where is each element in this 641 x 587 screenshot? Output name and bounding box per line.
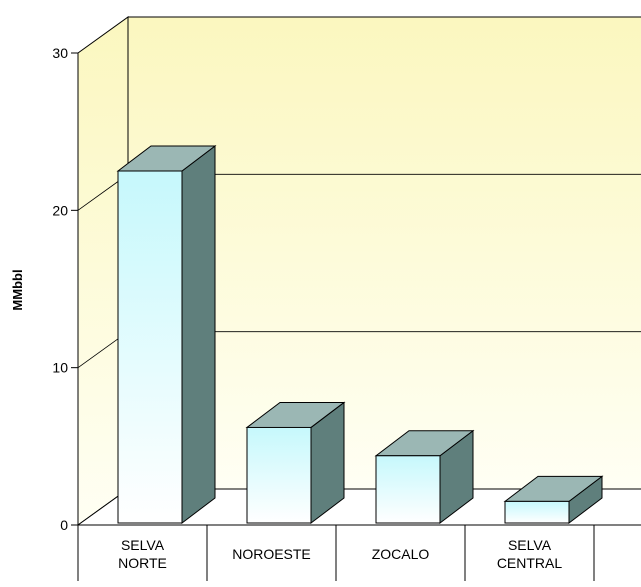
x-tick-label: SELVA NORTE	[118, 537, 167, 571]
y-tick-label: 30	[52, 45, 68, 61]
bar-front	[504, 500, 570, 524]
y-tick-label: 20	[52, 202, 68, 218]
x-tick-label-line: NOROESTE	[232, 546, 311, 562]
x-tick-label: NOROESTE	[232, 546, 311, 562]
bar	[116, 144, 217, 525]
floor	[76, 488, 641, 526]
bar	[245, 401, 346, 525]
x-tick-label-line: NORTE	[118, 555, 167, 571]
bars	[116, 144, 604, 525]
x-tick-label: ZOCALO	[372, 546, 430, 562]
x-tick-label-line: CENTRAL	[497, 555, 563, 571]
x-tick-label: SELVA CENTRAL	[497, 537, 563, 571]
bar-front	[375, 455, 441, 524]
x-tick-label-line: ZOCALO	[372, 546, 430, 562]
bar	[374, 429, 475, 525]
y-tick-label: 0	[60, 517, 68, 533]
x-tick-labels: SELVA NORTE NOROESTE ZOCALO SELVA CENTRAL	[118, 537, 562, 571]
x-tick-label-line: SELVA	[508, 537, 552, 553]
plot-walls	[76, 16, 641, 526]
axes	[71, 52, 595, 581]
bar-front	[117, 170, 183, 524]
bar	[503, 475, 604, 525]
bar-front	[246, 426, 312, 524]
y-tick-label: 10	[52, 360, 68, 376]
y-axis-label: MMbbl	[10, 269, 25, 310]
bar-side	[181, 144, 216, 525]
x-tick-label-line: SELVA	[121, 537, 165, 553]
y-tick-labels: 0 10 20 30	[52, 45, 68, 533]
